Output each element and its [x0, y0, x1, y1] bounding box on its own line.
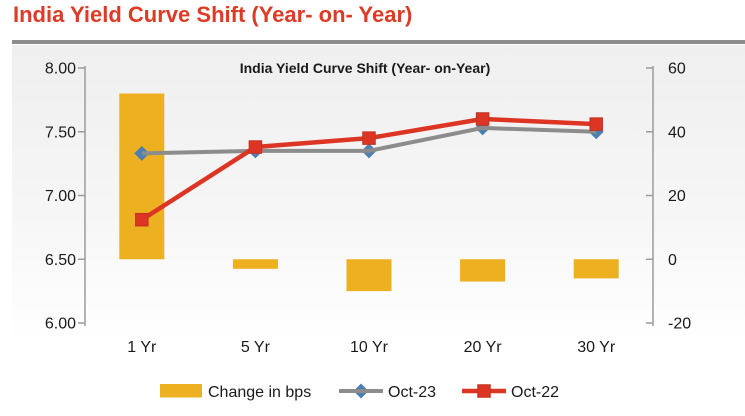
left-axis-label: 6.00 — [45, 316, 76, 333]
bar-change-5-yr — [232, 259, 278, 269]
legend-label-oct-23: Oct-23 — [388, 384, 436, 401]
x-axis-label-30-yr: 30 Yr — [577, 339, 616, 356]
square-marker-1-yr — [135, 212, 149, 227]
legend-swatch-change-in-bps — [160, 384, 202, 398]
chart-inner-title: India Yield Curve Shift (Year- on-Year) — [240, 60, 491, 76]
yield-curve-chart: India Yield Curve Shift (Year- on-Year) 8… — [45, 60, 691, 401]
bar-change-20-yr — [460, 259, 506, 282]
right-axis-label: 20 — [668, 188, 686, 205]
legend-square-icon — [477, 384, 491, 398]
left-axis-label: 7.00 — [45, 188, 76, 205]
bar-change-10-yr — [346, 259, 392, 292]
line-oct-23 — [141, 125, 597, 156]
left-axis-label: 7.50 — [45, 124, 76, 141]
x-axis-label-5-yr: 5 Yr — [241, 339, 271, 356]
bar-change-1-yr — [119, 93, 165, 260]
left-axis-label: 8.00 — [45, 61, 76, 78]
x-axis-label-10-yr: 10 Yr — [350, 339, 389, 356]
square-marker-10-yr — [362, 131, 376, 145]
square-marker-30-yr — [589, 117, 603, 131]
right-axis-label: 60 — [668, 61, 686, 78]
bar-change-30-yr — [573, 259, 619, 279]
right-axis-label: 0 — [668, 252, 677, 269]
right-axis-label: -20 — [668, 316, 691, 333]
x-axis-label-1-yr: 1 Yr — [127, 339, 157, 356]
left-axis-label: 6.50 — [45, 252, 76, 269]
legend-label-oct-22: Oct-22 — [511, 384, 559, 401]
x-axis-label-20-yr: 20 Yr — [464, 339, 503, 356]
square-marker-20-yr — [475, 112, 490, 126]
page-title: India Yield Curve Shift (Year- on- Year) — [13, 2, 413, 27]
title-divider — [12, 40, 745, 44]
right-axis-label: 40 — [668, 124, 686, 141]
chart-region: India Yield Curve Shift (Year- on-Year) 8… — [12, 45, 745, 416]
square-marker-5-yr — [248, 140, 263, 154]
legend-label-change-in-bps: Change in bps — [208, 384, 311, 401]
